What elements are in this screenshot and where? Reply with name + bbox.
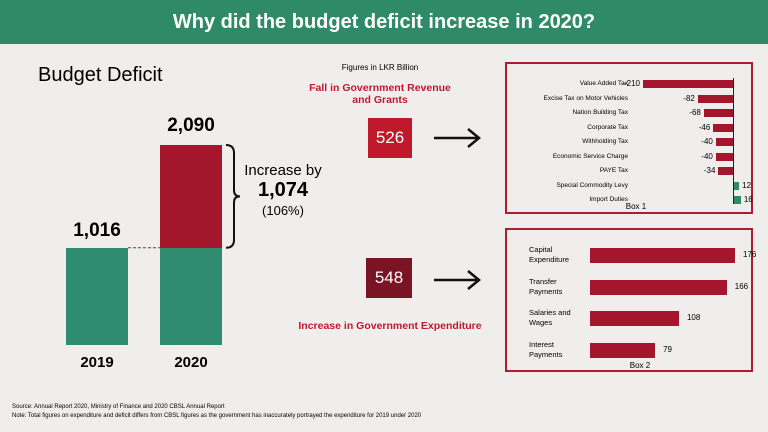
value-label: -210 [623,79,640,88]
source: Source: Annual Report 2020, Ministry of … [12,404,225,410]
value-label: 176 [743,250,757,259]
caption: Box 2 [629,361,651,370]
bar [590,311,679,326]
category-label: Capital Expenditure [529,245,570,264]
category-label: Economic Service Charge [552,152,628,160]
category-label: Withholding Tax [582,138,628,145]
unit-note: Figures in LKR Billion [341,63,419,72]
value-label: 16 [743,195,753,204]
bar [160,145,222,248]
bar [160,247,222,345]
increase-value: 1,074 [257,179,309,202]
bar [590,248,735,263]
bar [697,94,733,103]
value-label: 166 [734,281,749,291]
value-label: -40 [701,137,713,146]
expenditure-value: 548 [366,258,412,298]
zero-line [733,78,734,204]
bar [66,247,128,345]
expenditure-label: Increase in Government Expenditure [298,320,482,332]
x-tick-label: 2019 [80,354,114,371]
category-label: Corporate Tax [587,123,628,131]
value-label: 108 [686,313,701,322]
value-label: 1,016 [73,219,121,241]
bar [703,109,733,117]
bar [713,123,733,132]
note: Note: Total figures on expenditure and d… [12,413,422,419]
category-label: Special Commodity Levy [556,181,628,189]
chart-title: Budget Deficit [38,64,163,86]
bar [715,152,733,161]
total-label: 2,090 [167,115,215,136]
category-label: Import Duties [589,196,628,203]
bar [590,342,656,358]
bracket [225,144,241,249]
increase-pct: (106%) [262,203,304,219]
category-label: Interest Payments [529,339,563,359]
value-label: -40 [701,151,713,161]
bar [718,167,733,175]
x-tick-label: 2020 [174,354,208,371]
bar [715,138,733,146]
arrow [434,270,481,290]
box-1 [505,62,753,214]
revenue-value: 526 [368,118,412,158]
bar [590,279,727,295]
bar [643,80,733,88]
caption: Box 1 [625,202,647,211]
value-label: -46 [698,122,711,132]
annotation: Increase by [244,162,322,180]
arrow [434,128,481,148]
bar [734,181,740,190]
value-label: -34 [703,166,716,175]
category-label: Salaries and Wages [529,308,571,327]
header-title: Why did the budget deficit increase in 2… [0,0,768,44]
category-label: Excise Tax on Motor Vehicles [543,94,628,102]
value-label: 12 [742,180,752,190]
value-label: -82 [683,93,695,103]
box-2 [505,228,753,372]
bar [734,196,741,204]
category-label: Nation Building Tax [572,109,628,116]
category-label: Transfer Payments [529,276,563,296]
value-label: -68 [689,108,701,117]
arrows [434,128,481,290]
value-label: 79 [663,344,672,354]
revenue-label: Fall in Government Revenue and Grants [309,82,451,106]
category-label: Value Added Tax [579,80,628,87]
category-label: PAYE Tax [599,167,628,174]
